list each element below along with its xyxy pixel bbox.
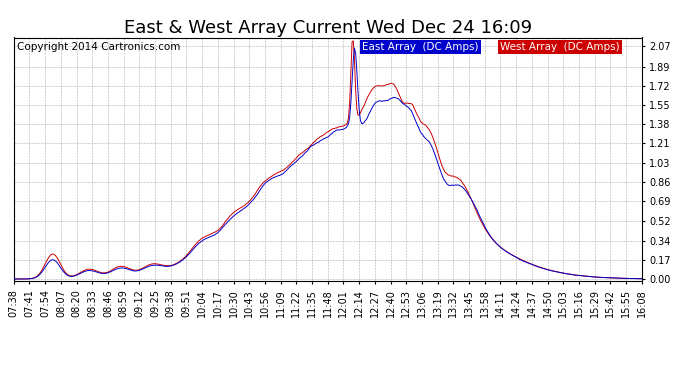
Text: East Array  (DC Amps): East Array (DC Amps) xyxy=(362,42,479,52)
Text: Copyright 2014 Cartronics.com: Copyright 2014 Cartronics.com xyxy=(17,42,180,52)
Text: West Array  (DC Amps): West Array (DC Amps) xyxy=(500,42,620,52)
Title: East & West Array Current Wed Dec 24 16:09: East & West Array Current Wed Dec 24 16:… xyxy=(124,20,532,38)
